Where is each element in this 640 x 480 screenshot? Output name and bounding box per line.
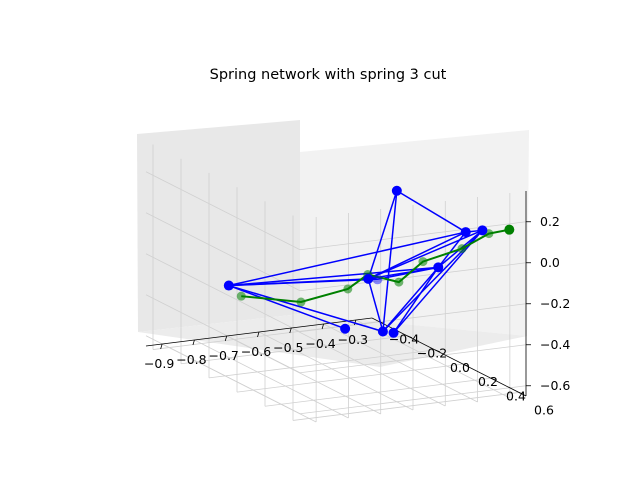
- nodes: [223, 185, 488, 338]
- z-tick-label: −0.4: [540, 337, 570, 352]
- grid-line-x-floor: [323, 323, 478, 403]
- network-node: [223, 280, 234, 291]
- network-node: [372, 274, 383, 285]
- network-node: [377, 326, 388, 337]
- x-tick-mark: [192, 339, 195, 346]
- spring-line: [367, 231, 467, 280]
- y-tick-label: 0.2: [478, 374, 498, 389]
- spring-line: [367, 278, 384, 332]
- cut-spring-node: [394, 277, 404, 287]
- grid-line-x-floor: [291, 327, 446, 407]
- grid-line-z-back: [299, 344, 527, 374]
- network-node: [340, 323, 351, 334]
- y-tick-label: 0.0: [450, 360, 470, 375]
- network-node: [363, 273, 374, 284]
- x-tick-label: −0.3: [338, 332, 368, 347]
- x-tick-label: −0.7: [209, 348, 239, 363]
- grid-line-x-floor: [194, 339, 349, 419]
- x-tick-label: −0.8: [176, 352, 206, 367]
- spring-line: [228, 284, 346, 330]
- cut-spring-node: [343, 284, 353, 294]
- x-tick-mark: [160, 343, 163, 350]
- tick-labels: −0.9 −0.8 −0.7 −0.6 −0.5 −0.4 −0.3 −0.4−0.20.00…: [144, 214, 570, 418]
- spring-line: [228, 284, 384, 333]
- grid-line-z-side: [145, 335, 301, 415]
- spring-line: [382, 266, 439, 332]
- z-tick-label: 0.0: [540, 255, 560, 270]
- cut-spring-node: [296, 297, 306, 307]
- z-tick-label: −0.2: [540, 296, 570, 311]
- x-tick-label: −0.9: [144, 356, 174, 371]
- grid-line-y-floor: [208, 349, 436, 379]
- network-node: [477, 225, 488, 236]
- grid-line-y-floor: [180, 335, 408, 365]
- network-node: [391, 185, 402, 196]
- z-tick-label: −0.6: [540, 378, 570, 393]
- grid-line-z-back: [299, 385, 527, 415]
- spring-line: [392, 266, 439, 334]
- cut-spring-node: [236, 291, 246, 301]
- y-tick-mark: [434, 349, 441, 353]
- spring-line: [396, 190, 467, 233]
- x-tick-label: −0.4: [305, 336, 335, 351]
- spring-line: [228, 266, 439, 287]
- x-tick-label: −0.5: [273, 340, 303, 355]
- x-tick-mark: [224, 335, 228, 342]
- grid-line-z-back: [299, 262, 527, 292]
- spring-line: [367, 229, 483, 280]
- cut-spring: [236, 224, 515, 307]
- spring-line: [437, 231, 467, 268]
- chart-title: Spring network with spring 3 cut: [210, 67, 447, 83]
- x-tick-mark: [321, 323, 324, 330]
- grid-line-z-back: [299, 303, 527, 333]
- spring-line: [382, 190, 398, 332]
- back-pane: [300, 130, 529, 336]
- network-node: [460, 227, 471, 238]
- x-tick-mark: [289, 327, 292, 334]
- grid-line-z-side: [145, 253, 301, 333]
- grid-line-z-side: [145, 212, 301, 292]
- y-tick-label: −0.2: [417, 346, 447, 361]
- y-tick-mark: [406, 335, 413, 339]
- y-tick-label: 0.4: [506, 388, 526, 403]
- grid-line-z-side: [145, 171, 301, 251]
- x-tick-label: −0.6: [241, 344, 271, 359]
- y-tick-mark: [490, 377, 497, 381]
- spring-line: [367, 190, 398, 280]
- grid-line-z-back: [299, 221, 527, 251]
- grid-line-x-floor: [258, 331, 414, 411]
- spring-line: [393, 229, 483, 334]
- floor-pane: [138, 314, 527, 367]
- y-tick-mark: [518, 392, 525, 395]
- grid-line-y-floor: [292, 392, 520, 421]
- cut-spring-node: [457, 244, 467, 254]
- y-tick-mark: [462, 363, 469, 367]
- cut-spring-node: [418, 257, 428, 267]
- grid-line-y-floor: [236, 363, 464, 393]
- y-tick-label: 0.6: [534, 402, 554, 417]
- spring-line: [228, 278, 378, 287]
- grid-lines: [145, 144, 527, 423]
- network-node: [433, 262, 444, 273]
- network-node: [388, 327, 399, 338]
- grid-line-y-floor: [264, 377, 492, 407]
- grid-line-z-side: [145, 294, 301, 374]
- cut-spring-node: [504, 224, 515, 235]
- x-tick-mark: [257, 331, 260, 338]
- z-tick-label: 0.2: [540, 214, 560, 229]
- spring-line: [228, 231, 466, 287]
